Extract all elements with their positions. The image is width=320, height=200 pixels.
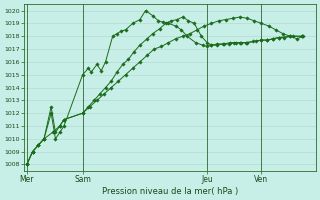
X-axis label: Pression niveau de la mer( hPa ): Pression niveau de la mer( hPa )	[102, 187, 238, 196]
